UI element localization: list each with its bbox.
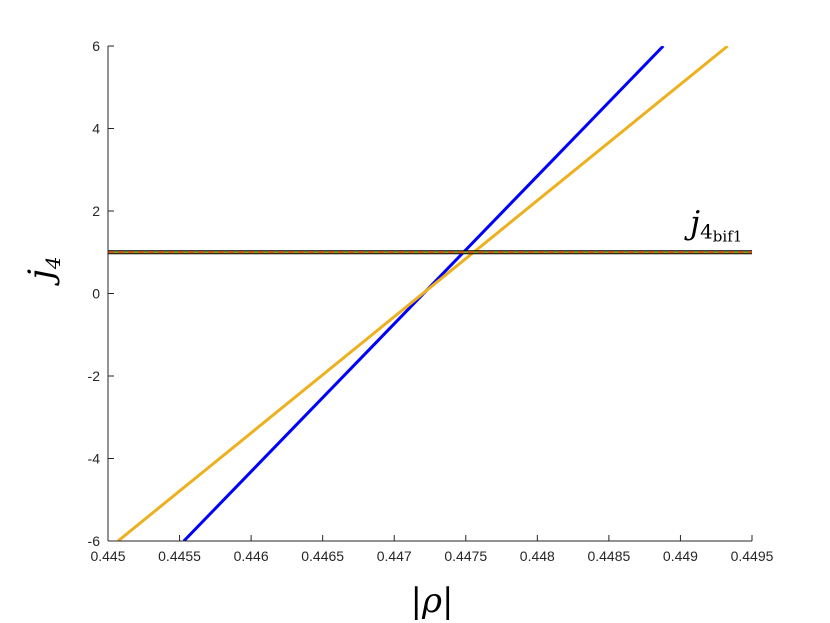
x-tick-label-1: 0.4455 [158, 548, 201, 564]
x-axis-label: |ρ| [411, 581, 454, 621]
y-tick-label-0: -6 [88, 533, 101, 549]
x-tick-label-3: 0.4465 [301, 548, 344, 564]
x-tick-label-4: 0.447 [377, 548, 412, 564]
y-axis-label-sub: 4 [41, 256, 65, 270]
y-tick-label-3: 0 [92, 286, 100, 302]
x-tick-label-2: 0.446 [234, 548, 269, 564]
annotation-subsub: bif1 [713, 228, 743, 246]
series-group [108, 46, 752, 541]
y-tick-label-6: 6 [92, 38, 100, 54]
y-tick-label-5: 4 [92, 121, 100, 137]
bifurcation-annotation: j4bif1 [684, 204, 742, 246]
y-axis-label: j4 [21, 256, 65, 286]
y-tick-label-2: -2 [88, 368, 101, 384]
y-tick-label-1: -4 [88, 451, 101, 467]
series-layer [108, 46, 752, 541]
x-tick-label-9: 0.4495 [731, 548, 774, 564]
x-tick-label-7: 0.4485 [587, 548, 630, 564]
annotation-sub: 4 [700, 220, 713, 244]
axes-layer [107, 45, 753, 542]
x-tick-label-6: 0.448 [520, 548, 555, 564]
x-tick-labels: 0.445 0.4455 0.446 0.4465 0.447 0.4475 0.448 0.… [90, 548, 773, 564]
series-line-1 [117, 46, 729, 541]
x-tick-label-0: 0.445 [90, 548, 125, 564]
annotation-main: j [684, 204, 700, 242]
x-tick-label-8: 0.449 [663, 548, 698, 564]
y-tick-label-4: 2 [92, 203, 100, 219]
x-tick-label-5: 0.4475 [444, 548, 487, 564]
y-tick-labels: -6 -4 -2 0 2 4 6 [88, 38, 101, 549]
y-axis-label-main: j [21, 269, 61, 287]
